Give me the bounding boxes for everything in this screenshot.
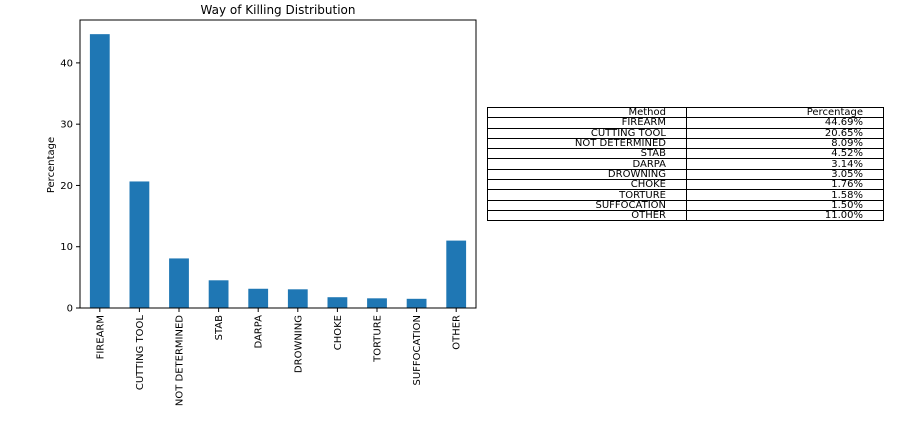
data-table: Method Percentage FIREARM 44.69% CUTTING T… [487,106,884,222]
table-row: OTHER 11.00% [487,209,884,222]
x-tick-label: TORTURE [373,315,384,363]
table-cell-percentage: 3.14% [686,158,884,170]
table-cell-method: DROWNING [487,168,687,181]
y-tick-label: 0 [67,304,73,315]
table-row: CUTTING TOOL 20.65% [487,127,884,139]
chart-title: Way of Killing Distribution [201,3,356,17]
table-row: DARPA 3.14% [487,158,884,170]
table-cell-percentage: 44.69% [686,117,884,129]
bar-cutting-tool [129,181,150,308]
y-tick-label: 30 [60,120,73,131]
table-row: STAB 4.52% [487,148,884,160]
table-row: CHOKE 1.76% [487,179,884,191]
table-row: TORTURE 1.58% [487,189,884,201]
y-axis-label: Percentage [46,137,57,193]
table-row: SUFFOCATION 1.50% [487,199,884,211]
x-tick-label: FIREARM [95,315,106,359]
table-cell-percentage: 3.05% [686,168,884,181]
y-axis-ticks: 0 10 20 30 40 [60,58,80,315]
y-tick-label: 20 [60,181,73,192]
y-tick-label: 10 [60,242,73,253]
bar-drowning [287,289,308,308]
bar-darpa [248,288,269,308]
bar-choke [327,297,348,308]
table-cell-method: DARPA [487,158,687,170]
x-axis-ticks: FIREARM CUTTING TOOL NOT DETERMINED STAB DAR… [95,308,463,406]
table-cell-percentage: 11.00% [686,209,884,222]
x-tick-label: CUTTING TOOL [135,315,146,391]
table-cell-method: STAB [487,148,687,160]
x-tick-label: SUFFOCATION [412,315,423,386]
table-row: FIREARM 44.69% [487,117,884,129]
table-cell-method: TORTURE [487,189,687,201]
x-tick-label: CHOKE [333,315,344,350]
table-cell-percentage: 1.76% [686,179,884,191]
table-row: DROWNING 3.05% [487,168,884,181]
x-tick-label: DROWNING [293,315,304,373]
table-cell-percentage: 20.65% [686,127,884,139]
table-cell-method: FIREARM [487,117,687,129]
table-cell-percentage: 4.52% [686,148,884,160]
table-header-percentage: Percentage [686,106,884,119]
table-row: NOT DETERMINED 8.09% [487,137,884,150]
bar-stab [208,280,229,308]
bar-torture [367,298,387,308]
bar-not-determined [169,258,189,308]
x-tick-label: NOT DETERMINED [175,315,186,406]
bar-other [446,240,467,308]
table-cell-method: CUTTING TOOL [487,127,687,139]
bar-firearm [89,34,110,308]
table-cell-method: NOT DETERMINED [487,137,687,150]
bar-suffocation [406,298,427,308]
x-tick-label: OTHER [452,315,463,350]
table-header-row: Method Percentage [487,106,884,119]
y-tick-label: 40 [60,58,73,69]
bars-group [89,34,467,308]
table-cell-percentage: 1.58% [686,189,884,201]
table-cell-percentage: 8.09% [686,137,884,150]
table-cell-method: CHOKE [487,179,687,191]
table-cell-percentage: 1.50% [686,199,884,211]
table-cell-method: SUFFOCATION [487,199,687,211]
table-cell-method: OTHER [487,209,687,222]
plot-frame [79,19,477,309]
x-tick-label: DARPA [254,315,265,349]
table-header-method: Method [487,106,687,119]
x-tick-label: STAB [214,315,225,341]
